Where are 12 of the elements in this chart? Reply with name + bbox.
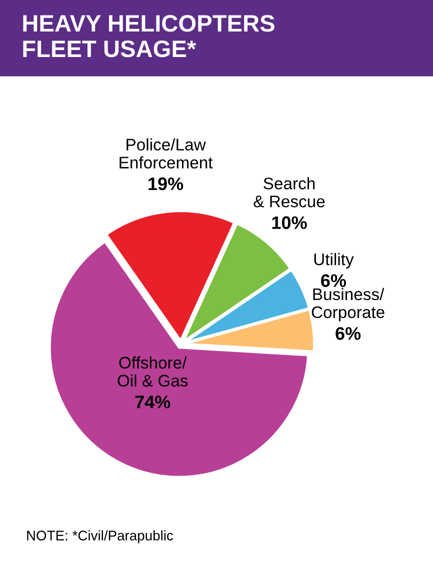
chart-title: HEAVY HELICOPTERS FLEET USAGE* bbox=[23, 15, 274, 58]
data-label: 74% bbox=[135, 396, 170, 408]
data-label: 19% bbox=[148, 177, 184, 190]
data-label: 6% bbox=[321, 274, 346, 287]
slice-label: Offshore/ Oil & Gas bbox=[118, 356, 188, 387]
slice-label: Police/Law Enforcement bbox=[120, 138, 213, 168]
slice-label: Utility bbox=[314, 253, 354, 269]
data-label: 6% bbox=[336, 327, 361, 340]
slice-label: Search & Rescue bbox=[254, 177, 325, 208]
text: NOTE: *Civil/Parapublic bbox=[27, 530, 174, 544]
data-label: 10% bbox=[272, 216, 307, 230]
slice-label: Business/ Corporate bbox=[312, 288, 384, 322]
